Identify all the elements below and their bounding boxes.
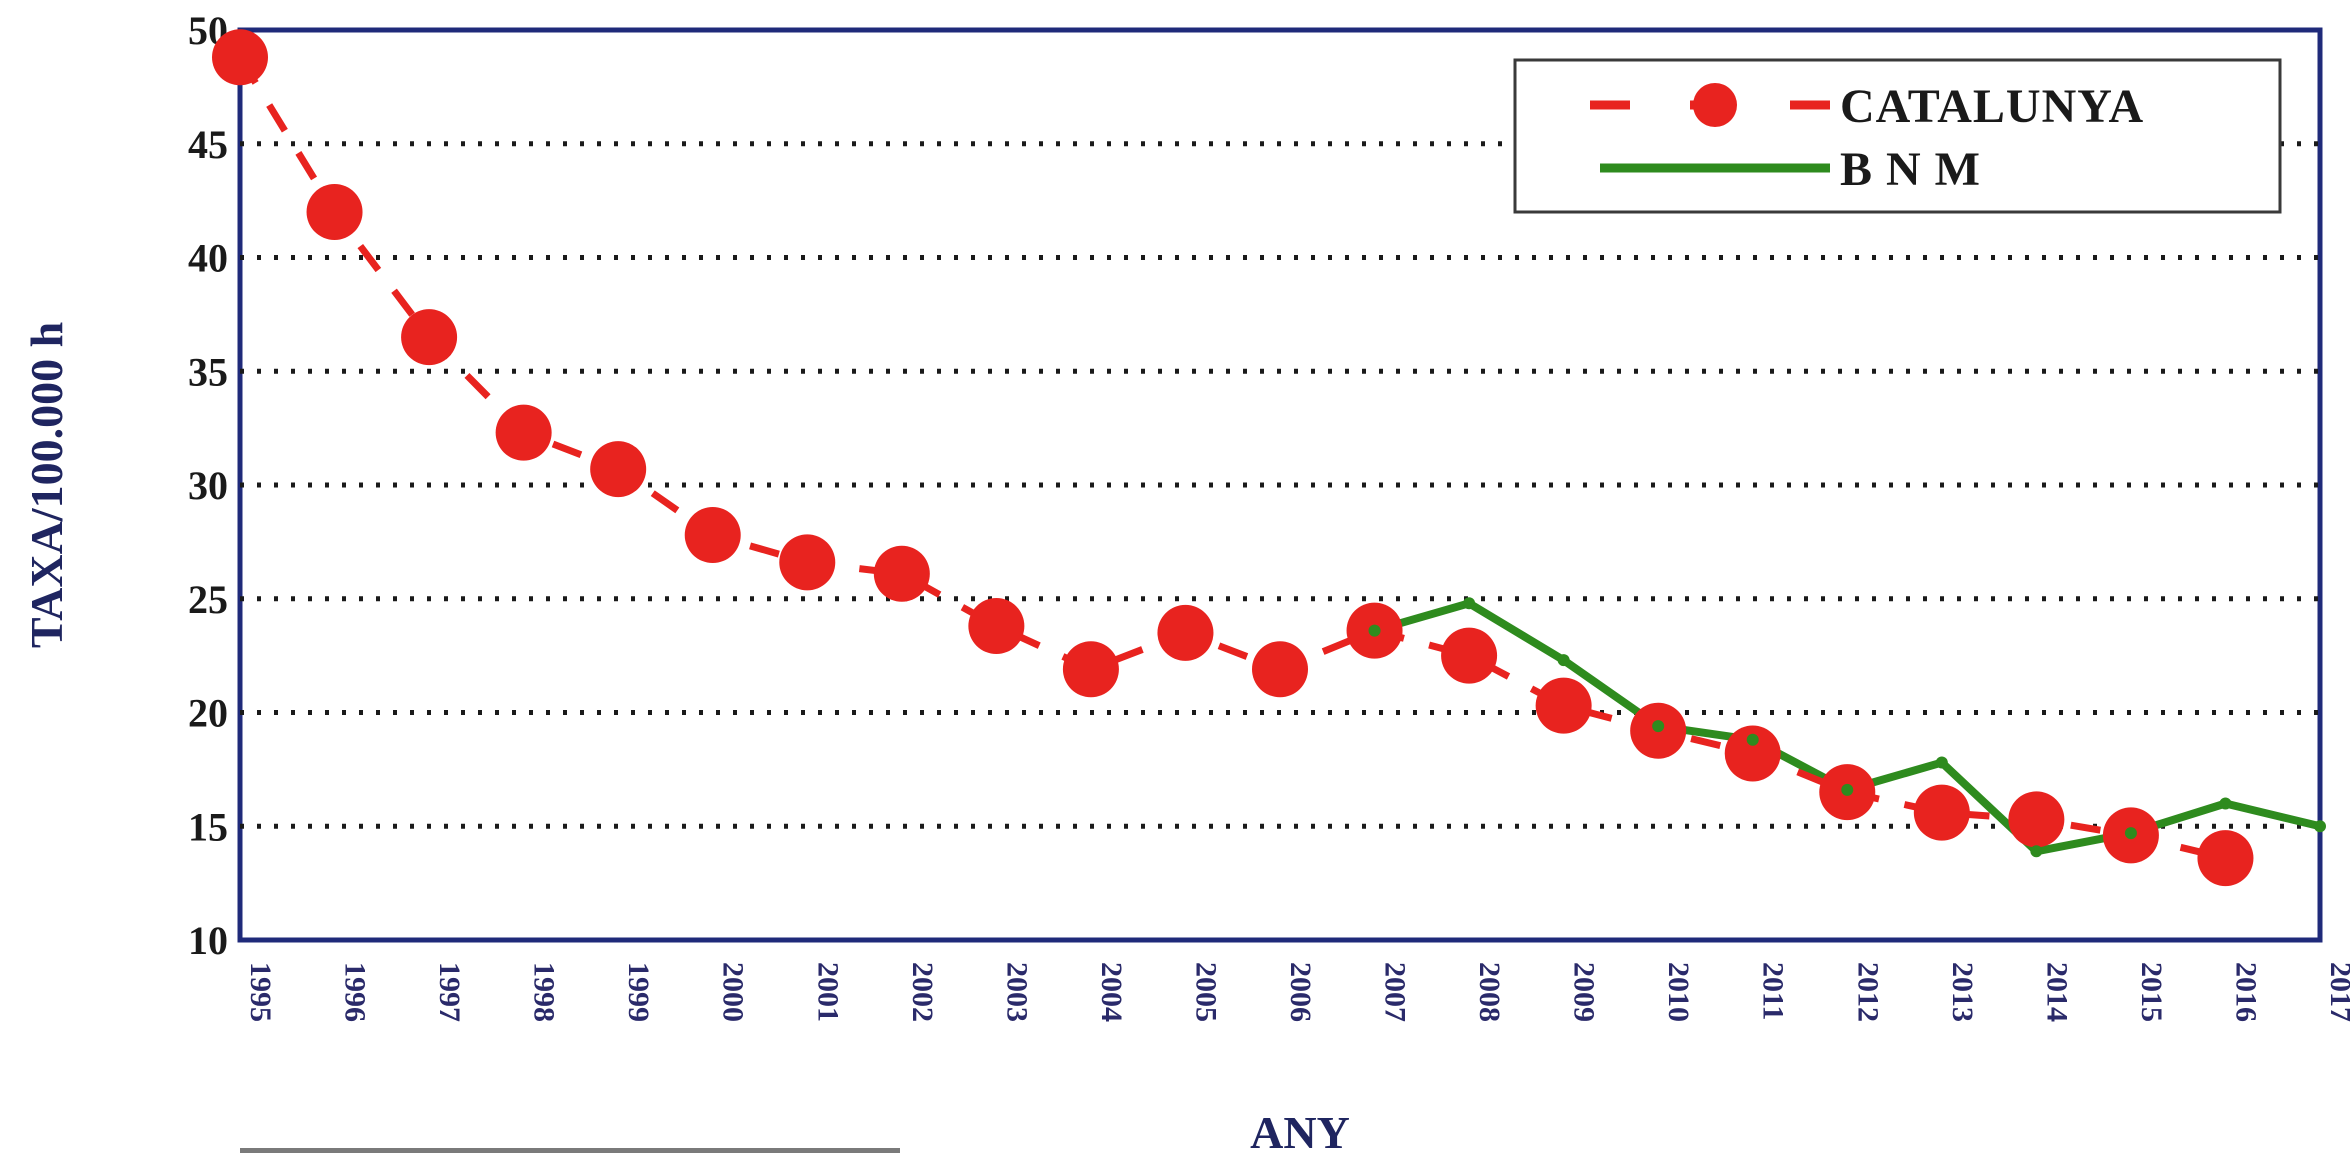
point-bnm-2009 (1557, 654, 1570, 667)
x-tick-label: 2010 (1662, 962, 1695, 1022)
point-catalunya-1999 (590, 441, 647, 498)
point-bnm-2017 (2314, 820, 2326, 833)
point-catalunya-2011 (1724, 725, 1781, 782)
y-tick-label: 40 (188, 236, 228, 281)
x-tick-label: 1999 (622, 962, 655, 1022)
y-tick-label: 20 (188, 691, 228, 736)
x-tick-label: 2009 (1568, 962, 1601, 1022)
x-tick-label: 2016 (2229, 962, 2262, 1022)
y-axis-title: TAXA/100.000 h (21, 322, 72, 648)
y-tick-label: 15 (188, 804, 228, 849)
point-catalunya-2014 (2008, 791, 2065, 848)
point-catalunya-1995 (212, 29, 268, 86)
legend-catalunya-label: CATALUNYA (1840, 80, 2144, 133)
point-bnm-2011 (1746, 733, 1759, 746)
y-tick-label: 10 (188, 918, 228, 963)
point-bnm-2016 (2219, 797, 2232, 810)
y-tick-label: 45 (188, 122, 228, 167)
point-bnm-2013 (1935, 756, 1948, 769)
x-tick-label: 2007 (1379, 962, 1412, 1022)
gridlines (240, 141, 2320, 829)
point-catalunya-2005 (1157, 604, 1214, 661)
point-catalunya-1996 (306, 184, 363, 240)
x-tick-label: 2014 (2040, 962, 2073, 1022)
x-tick-labels: 1995 1996 1997 1998 1999 2000 2001 2002 2003 2004… (244, 962, 2350, 1022)
x-tick-label: 1995 (244, 962, 277, 1022)
point-catalunya-2002 (873, 545, 930, 602)
point-catalunya-2004 (1062, 641, 1119, 698)
x-tick-label: 2001 (811, 962, 844, 1022)
legend-bnm-label: B N M (1840, 143, 1981, 196)
point-bnm-2012 (1841, 783, 1854, 796)
point-catalunya-1997 (401, 309, 458, 366)
x-tick-label: 2017 (2324, 962, 2350, 1022)
y-tick-label: 35 (188, 349, 228, 394)
point-catalunya-2006 (1252, 641, 1308, 698)
point-catalunya-2016 (2197, 830, 2254, 887)
x-tick-label: 2000 (717, 962, 750, 1022)
point-catalunya-2013 (1913, 784, 1970, 841)
y-tick-label: 25 (188, 577, 228, 622)
x-tick-label: 2006 (1284, 962, 1317, 1022)
x-tick-label: 2005 (1189, 962, 1222, 1022)
series (212, 29, 2326, 887)
legend-catalunya-marker (1693, 83, 1737, 127)
x-tick-label: 2004 (1095, 962, 1128, 1022)
legend: CATALUNYA B N M (1513, 58, 2282, 214)
x-axis-title: ANY (1250, 1107, 1350, 1158)
point-catalunya-2009 (1535, 677, 1592, 734)
legend-box (1513, 58, 2282, 214)
point-bnm-2014 (2030, 845, 2043, 858)
point-bnm-2007 (1368, 624, 1381, 637)
point-bnm-2010 (1652, 720, 1665, 733)
point-catalunya-2008 (1441, 627, 1498, 684)
footer-rule (240, 1148, 900, 1153)
x-tick-label: 2003 (1000, 962, 1033, 1022)
x-tick-label: 2008 (1473, 962, 1506, 1022)
point-catalunya-2000 (684, 507, 741, 564)
x-tick-label: 2013 (1946, 962, 1979, 1022)
x-tick-label: 1996 (339, 962, 372, 1022)
x-tick-label: 2012 (1851, 962, 1884, 1022)
point-bnm-2008 (1463, 597, 1476, 610)
point-catalunya-1998 (495, 404, 552, 461)
series-line-catalunya (237, 55, 2227, 862)
x-tick-label: 1997 (433, 962, 466, 1022)
x-tick-label: 2002 (906, 962, 939, 1022)
point-catalunya-2001 (779, 534, 836, 591)
x-tick-label: 2015 (2135, 962, 2168, 1022)
point-catalunya-2003 (968, 598, 1025, 655)
y-tick-label: 30 (188, 463, 228, 508)
x-tick-label: 1998 (528, 962, 561, 1022)
point-bnm-2015 (2124, 827, 2137, 840)
x-tick-label: 2011 (1757, 962, 1790, 1020)
